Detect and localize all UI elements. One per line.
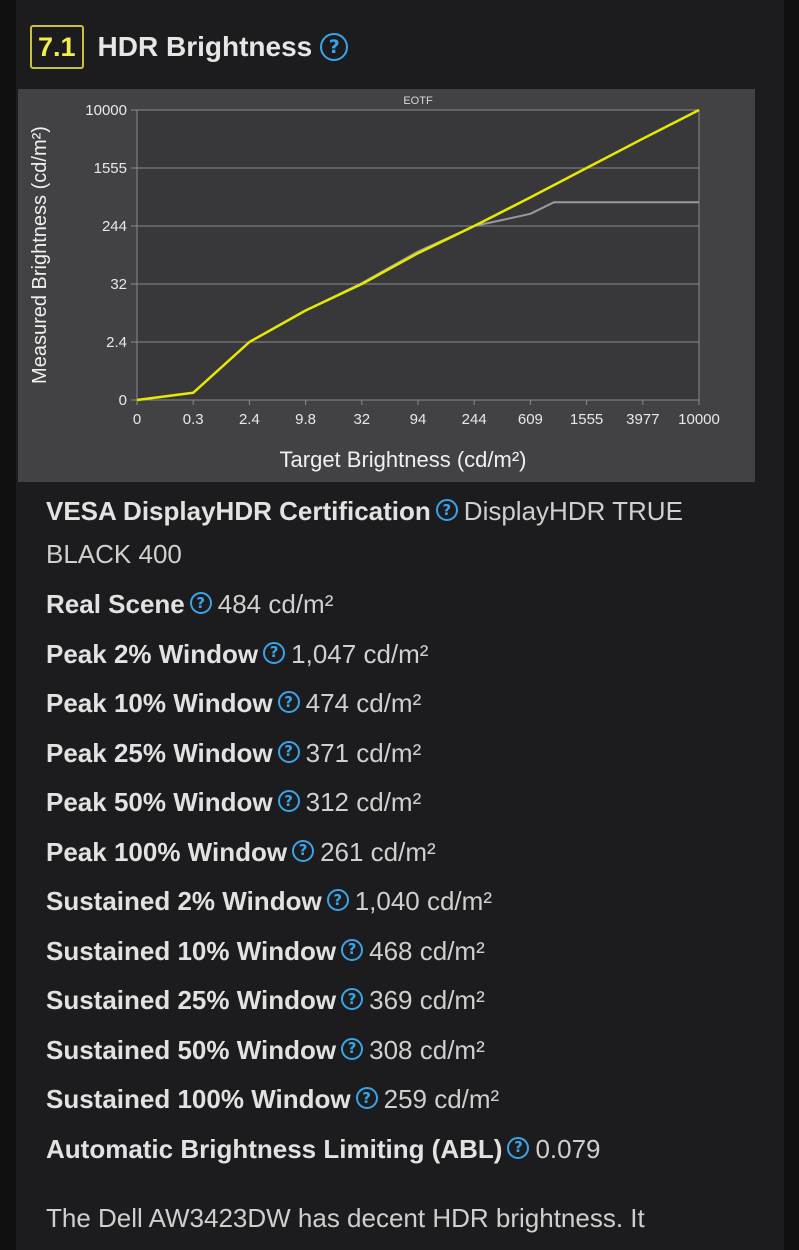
help-icon[interactable]: ? xyxy=(341,988,364,1011)
measurement-value: 259 cd/m² xyxy=(383,1084,500,1114)
measurement-value: 369 cd/m² xyxy=(369,985,485,1015)
measurement-label: VESA DisplayHDR Certification xyxy=(46,496,431,526)
x-tick-label: 94 xyxy=(410,411,427,428)
y-tick-label: 32 xyxy=(110,276,127,293)
score-badge: 7.1 xyxy=(30,25,84,69)
measurement-label: Peak 50% Window xyxy=(46,787,273,817)
measurement-value: 474 cd/m² xyxy=(305,688,422,718)
help-icon[interactable]: ? xyxy=(189,592,212,615)
measurement-value: 308 cd/m² xyxy=(369,1034,485,1065)
help-icon[interactable]: ? xyxy=(263,641,286,664)
measurement-row: Sustained 2% Window? 1,040 cd/m² xyxy=(46,879,746,929)
x-tick-label: 0 xyxy=(133,411,141,428)
measurement-label: Sustained 10% Window xyxy=(46,935,337,966)
x-tick-label: 609 xyxy=(518,411,543,428)
measurement-label: Peak 10% Window xyxy=(46,688,273,718)
measurement-row: Peak 50% Window? 312 cd/m² xyxy=(46,780,746,830)
x-tick-label: 3977 xyxy=(626,411,659,428)
measurement-row: Peak 2% Window? 1,047 cd/m² xyxy=(46,632,746,682)
y-axis-label: Measured Brightness (cd/m²) xyxy=(29,126,51,384)
measurement-row: Automatic Brightness Limiting (ABL)? 0.07… xyxy=(46,1127,746,1177)
help-icon[interactable]: ? xyxy=(277,691,300,714)
measurement-row: Sustained 100% Window? 259 cd/m² xyxy=(46,1077,746,1127)
help-icon[interactable]: ? xyxy=(341,1037,364,1060)
chart-title: EOTF xyxy=(403,95,433,107)
measurement-row: VESA DisplayHDR Certification? DisplayHDR… xyxy=(46,490,746,576)
measurement-label: Sustained 25% Window xyxy=(46,985,337,1015)
y-tick-label: 10000 xyxy=(85,102,127,119)
measurement-value: 484 cd/m² xyxy=(217,589,334,619)
y-tick-label: 244 xyxy=(102,218,127,235)
x-tick-label: 32 xyxy=(353,411,370,428)
measurement-value: 371 cd/m² xyxy=(305,737,422,768)
measurement-value: 312 cd/m² xyxy=(305,787,422,817)
x-tick-label: 0.3 xyxy=(183,411,204,428)
x-tick-label: 1555 xyxy=(570,411,603,428)
eotf-chart: 0 2.4 32 244 1555 10000 0 0.3 2.4 9.8 32 94 244 609 15… xyxy=(18,89,755,482)
help-icon[interactable]: ? xyxy=(326,889,349,912)
help-icon[interactable]: ? xyxy=(435,499,458,522)
measurement-label: Peak 2% Window xyxy=(46,638,259,669)
measurement-row: Peak 100% Window? 261 cd/m² xyxy=(46,830,746,880)
measurement-label: Sustained 2% Window xyxy=(46,886,322,916)
measurement-row: Sustained 25% Window? 369 cd/m² xyxy=(46,978,746,1028)
help-icon[interactable]: ? xyxy=(277,790,300,813)
y-tick-label: 1555 xyxy=(94,160,127,177)
eotf-chart-svg: 0 2.4 32 244 1555 10000 0 0.3 2.4 9.8 32 94 244 609 15… xyxy=(29,95,720,472)
help-icon[interactable]: ? xyxy=(320,33,349,61)
summary-text: The Dell AW3423DW has decent HDR brightn… xyxy=(46,1203,645,1233)
y-tick-label: 0 xyxy=(119,392,127,409)
help-icon[interactable]: ? xyxy=(355,1087,378,1110)
x-axis-label: Target Brightness (cd/m²) xyxy=(280,447,527,472)
measurement-row: Sustained 50% Window? 308 cd/m² xyxy=(46,1028,746,1078)
measurement-label: Sustained 50% Window xyxy=(46,1034,337,1065)
section-title: HDR Brightness xyxy=(97,31,313,62)
measurement-value: 261 cd/m² xyxy=(320,836,436,867)
measurement-row: Sustained 10% Window? 468 cd/m² xyxy=(46,929,746,979)
measurement-label: Peak 100% Window xyxy=(46,836,288,867)
help-icon[interactable]: ? xyxy=(341,938,364,961)
measurement-row: Peak 10% Window? 474 cd/m² xyxy=(46,681,746,731)
help-icon[interactable]: ? xyxy=(277,740,300,763)
measurement-row: Peak 25% Window? 371 cd/m² xyxy=(46,731,746,781)
measurement-label: Real Scene xyxy=(46,589,185,619)
measurement-label: Sustained 100% Window xyxy=(46,1084,351,1114)
help-icon[interactable]: ? xyxy=(292,839,315,862)
section-header: 7.1 HDR Brightness ? xyxy=(30,25,349,69)
measurement-value: 468 cd/m² xyxy=(369,935,485,966)
measurement-row: Real Scene? 484 cd/m² xyxy=(46,582,746,632)
measurement-list: VESA DisplayHDR Certification? DisplayHDR… xyxy=(46,490,746,1176)
y-tick-label: 2.4 xyxy=(106,334,127,351)
help-icon[interactable]: ? xyxy=(507,1136,530,1159)
measurement-value: 0.079 xyxy=(535,1133,601,1164)
x-tick-label: 10000 xyxy=(678,411,720,428)
measurement-value: 1,047 cd/m² xyxy=(291,638,429,669)
x-tick-label: 2.4 xyxy=(239,411,260,428)
x-tick-label: 244 xyxy=(462,411,487,428)
measurement-label: Peak 25% Window xyxy=(46,737,273,768)
measurement-value: 1,040 cd/m² xyxy=(354,886,492,916)
measurement-value: DisplayHDR TRUE BLACK 400 xyxy=(46,496,683,569)
x-tick-label: 9.8 xyxy=(295,411,316,428)
measurement-label: Automatic Brightness Limiting (ABL) xyxy=(46,1133,503,1164)
target-series-line xyxy=(136,108,700,402)
